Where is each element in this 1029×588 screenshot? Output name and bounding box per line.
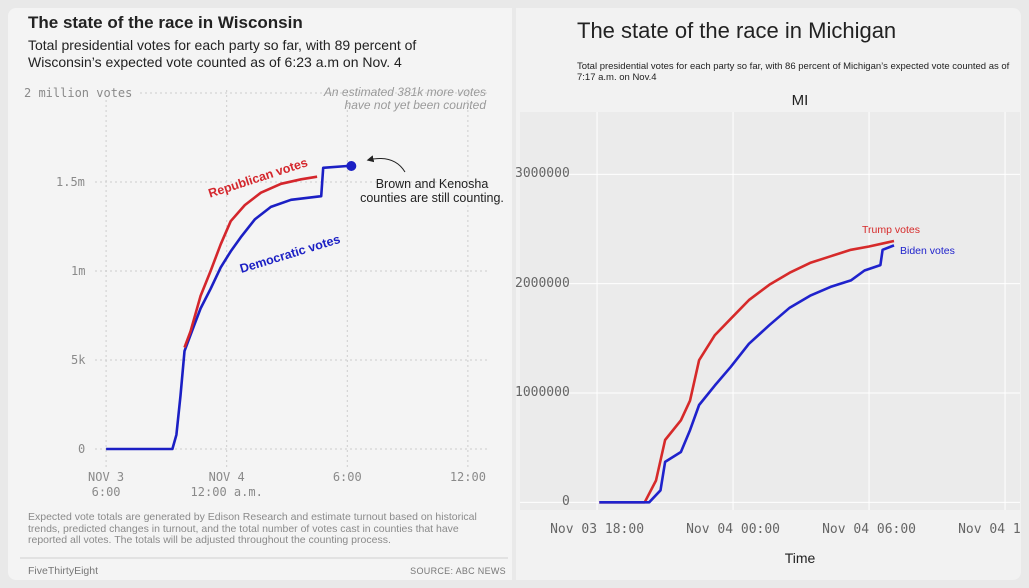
series-line xyxy=(106,164,348,451)
source: SOURCE: ABC NEWS xyxy=(410,566,506,576)
x-tick-label: Nov 04 00:00 xyxy=(686,522,781,537)
michigan-chart xyxy=(520,112,1020,510)
legend-label: Trump votes xyxy=(862,224,920,236)
subtitle: Total presidential votes for each party … xyxy=(577,61,1010,83)
title: The state of the race in Wisconsin xyxy=(28,13,303,32)
x-tick-label: Nov 04 06:00 xyxy=(822,522,917,537)
xlabel: Time xyxy=(784,550,816,566)
x-tick-label: Nov 04 12:00 xyxy=(958,522,1021,537)
series-line xyxy=(599,239,895,504)
y-tick-label: 2000000 xyxy=(516,275,570,291)
series-line xyxy=(599,244,895,504)
y-tick-label: 1m xyxy=(71,264,92,278)
y-tick-label: 5k xyxy=(71,353,92,367)
brand: FiveThirtyEight xyxy=(28,565,99,577)
wisconsin-chart xyxy=(20,90,508,559)
x-tick-label: 12:00 xyxy=(449,470,486,484)
michigan-panel: The state of the race in Michigan Total p… xyxy=(516,8,1021,580)
annotation: Brown and Kenosha counties are still cou… xyxy=(360,177,504,205)
x-tick-label: 6:00 xyxy=(332,470,362,484)
y-tick-label: 1000000 xyxy=(516,385,570,400)
y-tick-label: 1.5m xyxy=(56,175,91,189)
subtitle: Total presidential votes for each party … xyxy=(28,37,417,70)
series-line xyxy=(183,175,318,348)
annotation: An estimated 381k more votes have not ye… xyxy=(323,85,486,112)
plot-area xyxy=(520,112,1020,510)
plot-title: MI xyxy=(791,92,809,109)
x-tick-label: NOV 4 12:00 a.m. xyxy=(190,470,263,499)
x-tick-label: NOV 3 6:00 xyxy=(88,470,125,499)
note: Expected vote totals are generated by Ed… xyxy=(28,511,477,546)
y-tick-label: 0 xyxy=(78,442,92,456)
y-tick-label: 2 million votes xyxy=(24,86,139,100)
y-tick-label: 0 xyxy=(562,494,570,510)
x-tick-label: Nov 03 18:00 xyxy=(550,522,645,537)
annotation-arrow xyxy=(366,155,406,173)
wisconsin-panel: The state of the race in Wisconsin Total … xyxy=(8,8,512,580)
legend-label: Biden votes xyxy=(900,245,955,257)
y-tick-label: 3000000 xyxy=(516,166,570,182)
title: The state of the race in Michigan xyxy=(577,18,897,43)
end-marker xyxy=(346,160,357,171)
